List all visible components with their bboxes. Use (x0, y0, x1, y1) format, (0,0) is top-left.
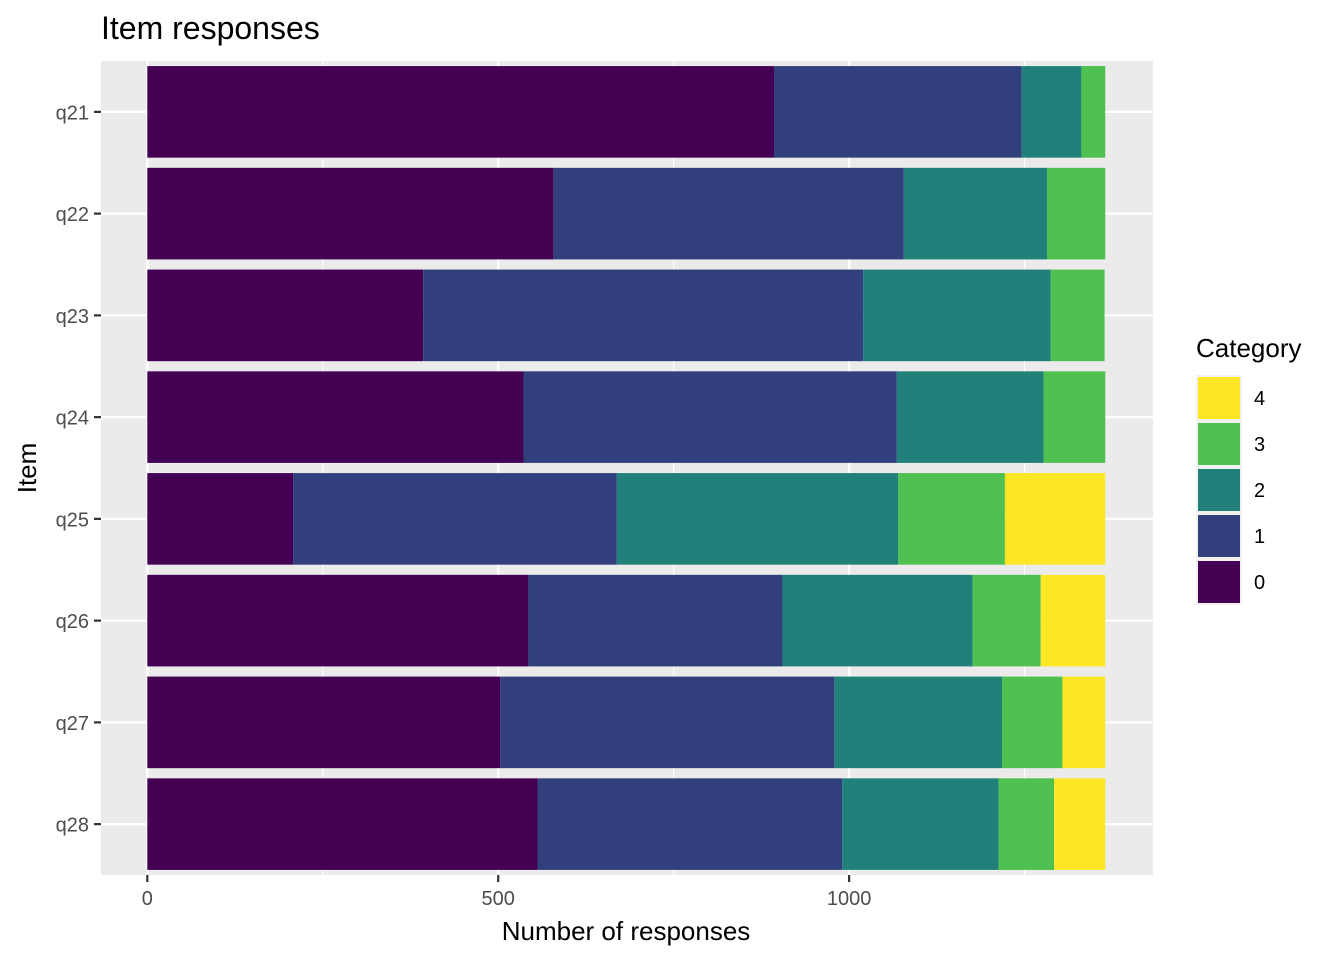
chart-title: Item responses (101, 10, 320, 46)
bar-q25-cat-0 (147, 473, 294, 565)
bar-q22-cat-2 (903, 167, 1048, 260)
bar-q28-cat-2 (842, 778, 999, 870)
bar-q27-cat-0 (147, 676, 501, 769)
y-tick-label: q24 (56, 408, 89, 430)
bar-q27-cat-4 (1062, 676, 1106, 769)
y-tick-label: q23 (56, 306, 89, 328)
bar-q23-cat-1 (423, 269, 864, 362)
y-tick-label: q25 (56, 509, 89, 531)
bar-q25-cat-3 (898, 473, 1005, 565)
legend-label: 2 (1254, 480, 1265, 502)
bar-q25-cat-4 (1004, 473, 1106, 565)
y-tick-label: q28 (56, 815, 89, 837)
x-axis-title: Number of responses (502, 916, 751, 946)
legend-swatch (1198, 377, 1240, 419)
bar-q28-cat-0 (147, 778, 538, 870)
legend-label: 4 (1254, 388, 1265, 410)
bar-q21-cat-1 (774, 66, 1022, 158)
y-tick-label: q22 (56, 204, 89, 226)
x-axis: 0 500 1000 (142, 875, 872, 910)
x-tick-label: 1000 (827, 888, 872, 910)
y-tick-label: q21 (56, 102, 89, 124)
bar-q21-cat-0 (147, 66, 775, 158)
bar-q24-cat-3 (1043, 371, 1106, 463)
bar-q26-cat-0 (147, 574, 529, 667)
legend: Category 4 3 2 1 0 (1196, 333, 1302, 605)
bar-q27-cat-3 (1002, 676, 1063, 769)
bar-q21-cat-2 (1021, 66, 1082, 158)
bar-q23-cat-3 (1050, 269, 1105, 362)
legend-swatch (1198, 423, 1240, 465)
legend-swatch (1198, 561, 1240, 603)
bar-q24-cat-2 (896, 371, 1044, 463)
y-axis: q21 q22 q23 q24 q25 q26 q27 q28 (56, 102, 101, 837)
bar-q22-cat-0 (147, 167, 554, 260)
bar-q26-cat-4 (1040, 574, 1106, 667)
bar-q26-cat-1 (528, 574, 783, 667)
bar-q26-cat-2 (782, 574, 973, 667)
bar-q28-cat-1 (537, 778, 843, 870)
legend-title: Category (1196, 333, 1302, 363)
y-tick-label: q26 (56, 611, 89, 633)
legend-label: 3 (1254, 434, 1265, 456)
legend-swatch (1198, 515, 1240, 557)
bar-q24-cat-1 (523, 371, 897, 463)
bar-q22-cat-3 (1047, 167, 1106, 260)
bar-q23-cat-0 (147, 269, 424, 362)
legend-swatch (1198, 469, 1240, 511)
bar-q25-cat-1 (293, 473, 617, 565)
legend-label: 0 (1254, 572, 1265, 594)
bar-q26-cat-3 (972, 574, 1041, 667)
bar-q21-cat-3 (1081, 66, 1106, 158)
bar-q25-cat-2 (616, 473, 899, 565)
bars (147, 66, 1106, 870)
bar-q27-cat-2 (834, 676, 1003, 769)
y-tick-label: q27 (56, 713, 89, 735)
x-tick-label: 0 (142, 888, 153, 910)
bar-q22-cat-1 (553, 167, 904, 260)
bar-q28-cat-3 (998, 778, 1055, 870)
legend-label: 1 (1254, 526, 1265, 548)
y-axis-title: Item (12, 443, 42, 494)
bar-q23-cat-2 (863, 269, 1051, 362)
bar-q28-cat-4 (1054, 778, 1106, 870)
bar-q27-cat-1 (500, 676, 835, 769)
x-tick-label: 500 (482, 888, 515, 910)
bar-q24-cat-0 (147, 371, 524, 463)
